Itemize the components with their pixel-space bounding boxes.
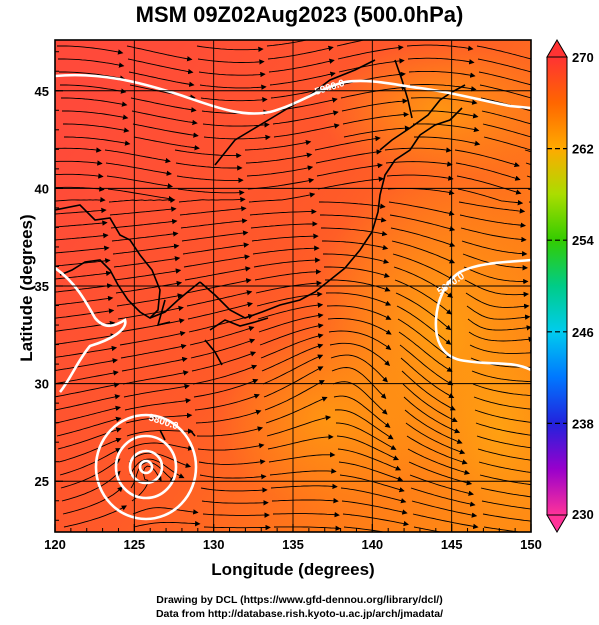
credit-line-2: Data from http://database.rish.kyoto-u.a… <box>155 608 444 620</box>
colorbar-ramp <box>546 56 568 516</box>
credit-line-1: Drawing by DCL (https://www.gfd-dennou.o… <box>156 594 443 606</box>
x-tick-label: 150 <box>520 537 542 552</box>
colorbar-tick-label: 230 <box>572 507 594 522</box>
colorbar-tick-label: 270 <box>572 50 594 65</box>
colorbar-tick-label: 262 <box>572 142 594 157</box>
colorbar-tick-label: 254 <box>572 233 594 248</box>
y-tick-label: 30 <box>35 377 49 392</box>
colorbar-top-arrow <box>546 39 568 58</box>
x-tick-label: 145 <box>441 537 463 552</box>
y-tick-label: 45 <box>35 84 49 99</box>
y-axis-label: Latitude (degrees) <box>17 214 36 362</box>
graticule <box>55 40 531 532</box>
height-contours <box>55 73 531 521</box>
y-tick-label: 35 <box>35 279 49 294</box>
x-tick-label: 130 <box>203 537 225 552</box>
x-axis-label: Longitude (degrees) <box>211 560 375 579</box>
colorbar-tick-label: 238 <box>572 416 594 431</box>
x-tick-label: 135 <box>282 537 304 552</box>
x-tick-label: 125 <box>123 537 145 552</box>
colorbar-tick-label: 246 <box>572 325 594 340</box>
temperature-field: 5900.0 5900.0 5800.0 <box>55 40 531 532</box>
coastlines <box>55 59 466 441</box>
map-title: MSM 09Z02Aug2023 (500.0hPa) <box>135 2 464 27</box>
y-tick-label: 25 <box>35 474 49 489</box>
y-axis: 25 30 35 40 45 <box>35 51 63 521</box>
y-tick-label: 40 <box>35 181 49 196</box>
x-tick-label: 140 <box>361 537 383 552</box>
colorbar: 270 262 254 246 238 230 <box>546 39 594 533</box>
x-axis: 120 125 130 135 140 145 150 <box>44 524 542 552</box>
x-tick-label: 120 <box>44 537 66 552</box>
colorbar-bottom-arrow <box>546 514 568 533</box>
